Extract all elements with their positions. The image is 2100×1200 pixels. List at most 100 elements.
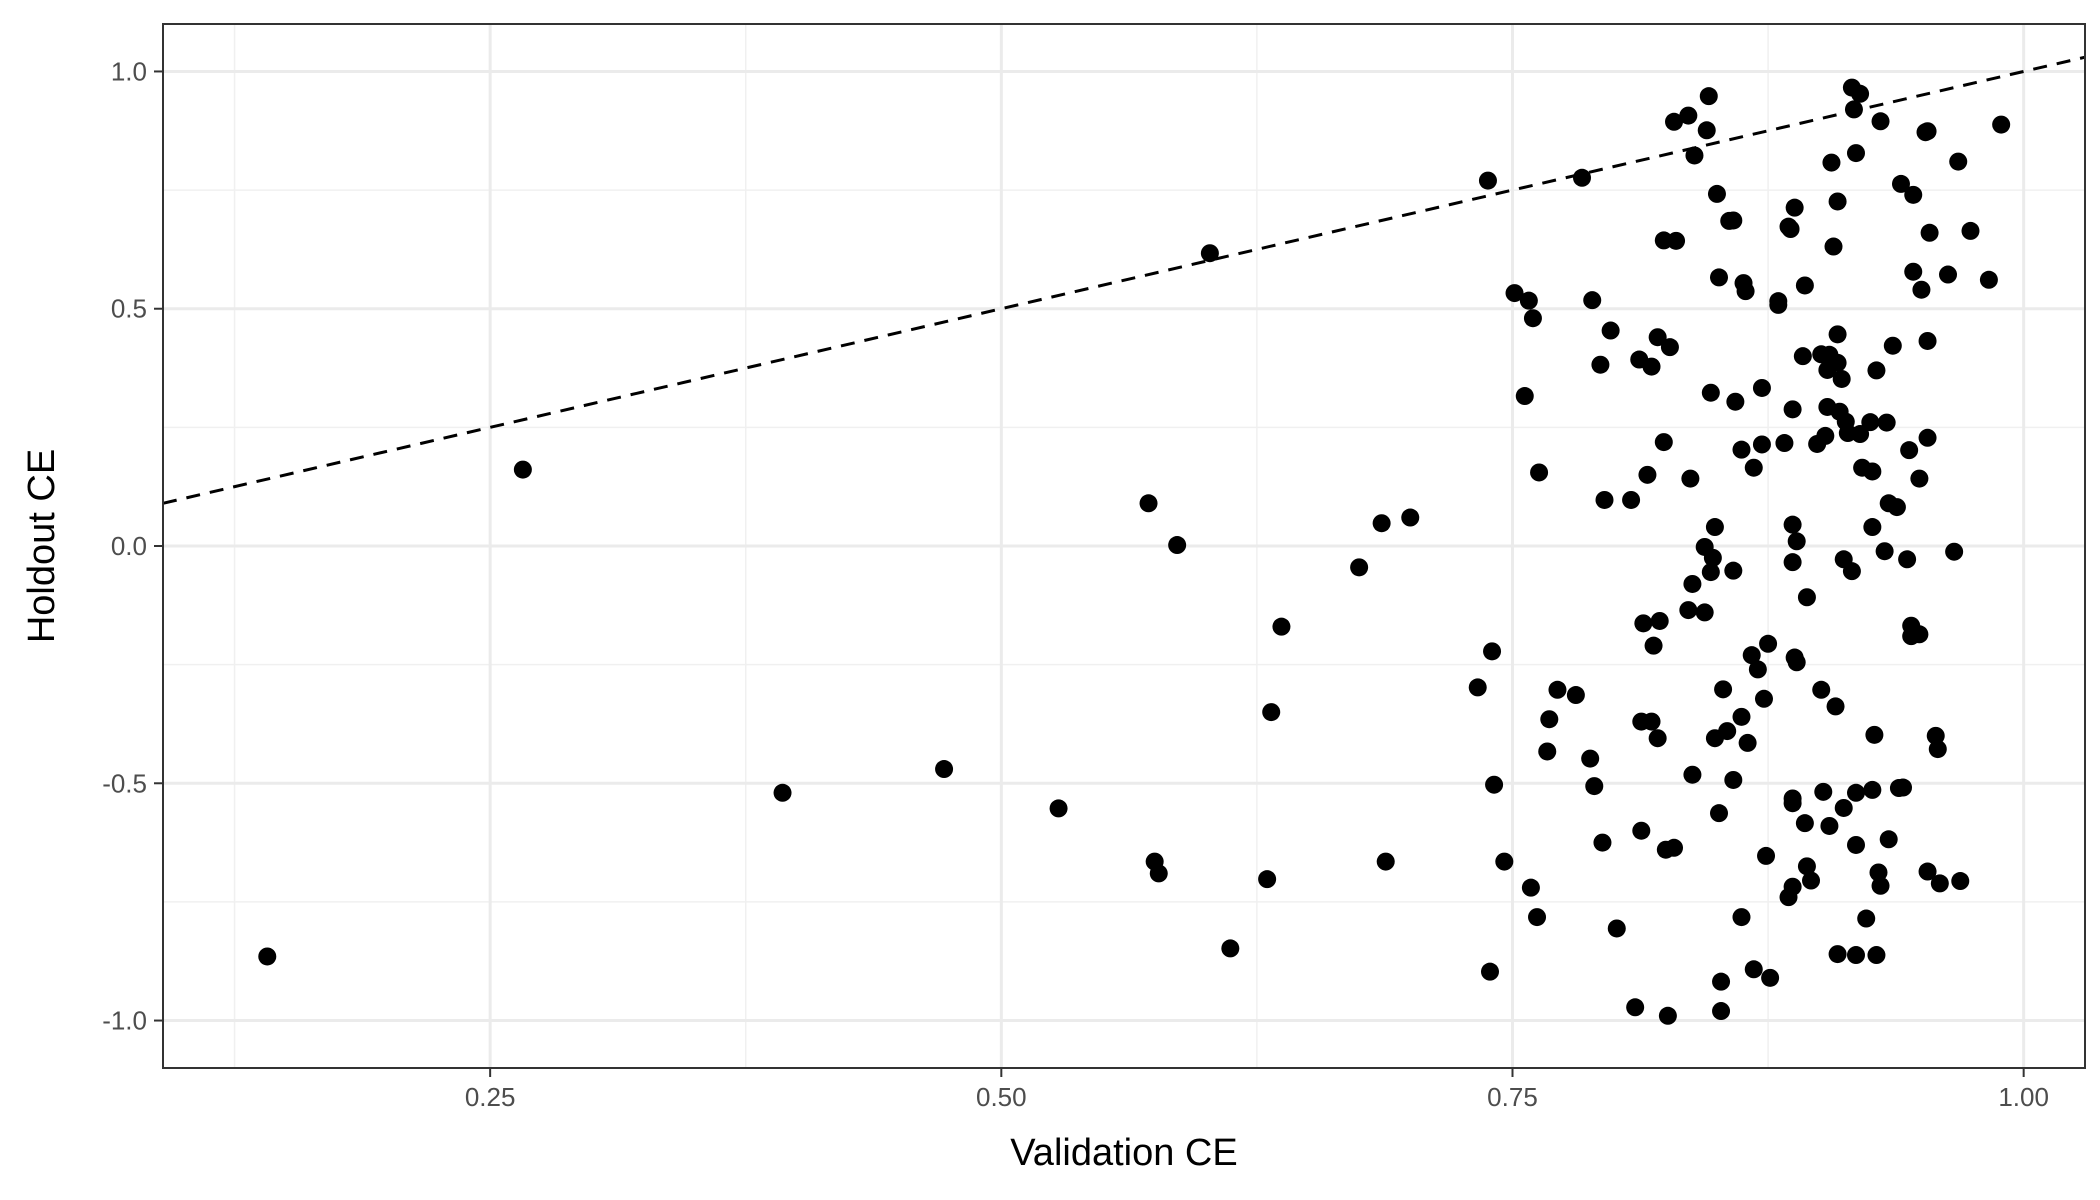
- data-point: [1759, 634, 1778, 653]
- data-point: [1710, 804, 1729, 823]
- data-point: [1871, 876, 1890, 895]
- data-point: [1705, 518, 1724, 537]
- data-point: [1642, 357, 1661, 376]
- data-point: [1622, 490, 1641, 509]
- x-tick-label: 1.00: [1998, 1082, 2049, 1112]
- data-point: [1665, 838, 1684, 857]
- data-point: [1667, 231, 1686, 250]
- data-points: [258, 78, 2011, 1025]
- data-point: [1149, 864, 1168, 883]
- data-point: [1724, 561, 1743, 580]
- data-point: [1049, 799, 1068, 818]
- data-point: [1844, 100, 1863, 119]
- data-point: [1732, 707, 1751, 726]
- data-point: [1648, 328, 1667, 347]
- data-point: [1828, 945, 1847, 964]
- data-point: [1828, 192, 1847, 211]
- data-point: [1783, 515, 1802, 534]
- data-point: [1846, 835, 1865, 854]
- data-point: [513, 460, 532, 479]
- data-point: [1583, 291, 1602, 310]
- data-point: [1828, 325, 1847, 344]
- data-point: [1834, 798, 1853, 817]
- data-point: [1918, 331, 1937, 350]
- data-point: [1754, 689, 1773, 708]
- data-point: [1851, 84, 1870, 103]
- x-axis-title: Validation CE: [1010, 1132, 1237, 1174]
- data-point: [1865, 725, 1884, 744]
- y-tick-label: 0.0: [111, 531, 147, 561]
- data-point: [1857, 909, 1876, 928]
- data-point: [1918, 428, 1937, 447]
- data-point: [1726, 392, 1745, 411]
- data-point: [1744, 960, 1763, 979]
- data-point: [1883, 336, 1902, 355]
- data-point: [1898, 550, 1917, 569]
- data-point: [1573, 168, 1592, 187]
- data-point: [1593, 833, 1612, 852]
- data-point: [1822, 153, 1841, 172]
- data-point: [1787, 532, 1806, 551]
- data-point: [1595, 490, 1614, 509]
- data-point: [1591, 355, 1610, 374]
- data-point: [1797, 857, 1816, 876]
- data-point: [1679, 106, 1698, 125]
- data-point: [1961, 221, 1980, 240]
- data-point: [1802, 871, 1821, 890]
- data-point: [1710, 268, 1729, 287]
- data-point: [1139, 494, 1158, 513]
- data-point: [1683, 765, 1702, 784]
- data-point: [1851, 425, 1870, 444]
- data-point: [1769, 295, 1788, 314]
- data-point: [1683, 574, 1702, 593]
- data-point: [1832, 369, 1851, 388]
- data-point: [1891, 174, 1910, 193]
- data-point: [1736, 282, 1755, 301]
- data-point: [1877, 413, 1896, 432]
- data-point: [1783, 794, 1802, 813]
- data-point: [1879, 830, 1898, 849]
- data-point: [1783, 877, 1802, 896]
- data-point: [1951, 872, 1970, 891]
- data-point: [1262, 703, 1281, 722]
- data-point: [1548, 680, 1567, 699]
- data-point: [1272, 617, 1291, 636]
- data-point: [1867, 361, 1886, 380]
- y-tick-label: -1.0: [102, 1006, 147, 1036]
- data-point: [1787, 653, 1806, 672]
- data-point: [1824, 237, 1843, 256]
- data-point: [1869, 863, 1888, 882]
- data-point: [1863, 462, 1882, 481]
- data-point: [1654, 433, 1673, 452]
- data-point: [1658, 1006, 1677, 1025]
- data-point: [1912, 280, 1931, 299]
- data-point: [1863, 780, 1882, 799]
- data-point: [1752, 435, 1771, 454]
- data-point: [1738, 733, 1757, 752]
- data-point: [1930, 874, 1949, 893]
- data-point: [1904, 185, 1923, 204]
- data-point: [1701, 563, 1720, 582]
- data-point: [1846, 946, 1865, 965]
- data-point: [1695, 603, 1714, 622]
- data-point: [935, 760, 954, 779]
- data-point: [1468, 678, 1487, 697]
- data-point: [1761, 968, 1780, 987]
- data-point: [1920, 223, 1939, 242]
- data-point: [1724, 211, 1743, 230]
- data-point: [1861, 413, 1880, 432]
- data-point: [1757, 846, 1776, 865]
- data-point: [1712, 972, 1731, 991]
- data-point: [1530, 463, 1549, 482]
- data-point: [1372, 514, 1391, 533]
- data-point: [1992, 115, 2011, 134]
- data-point: [1949, 152, 1968, 171]
- x-tick-label: 0.50: [976, 1082, 1027, 1112]
- data-point: [1793, 347, 1812, 366]
- data-point: [1718, 722, 1737, 741]
- data-point: [1665, 112, 1684, 131]
- data-point: [1846, 783, 1865, 802]
- data-point: [1200, 244, 1219, 263]
- data-point: [1894, 778, 1913, 797]
- data-point: [1644, 636, 1663, 655]
